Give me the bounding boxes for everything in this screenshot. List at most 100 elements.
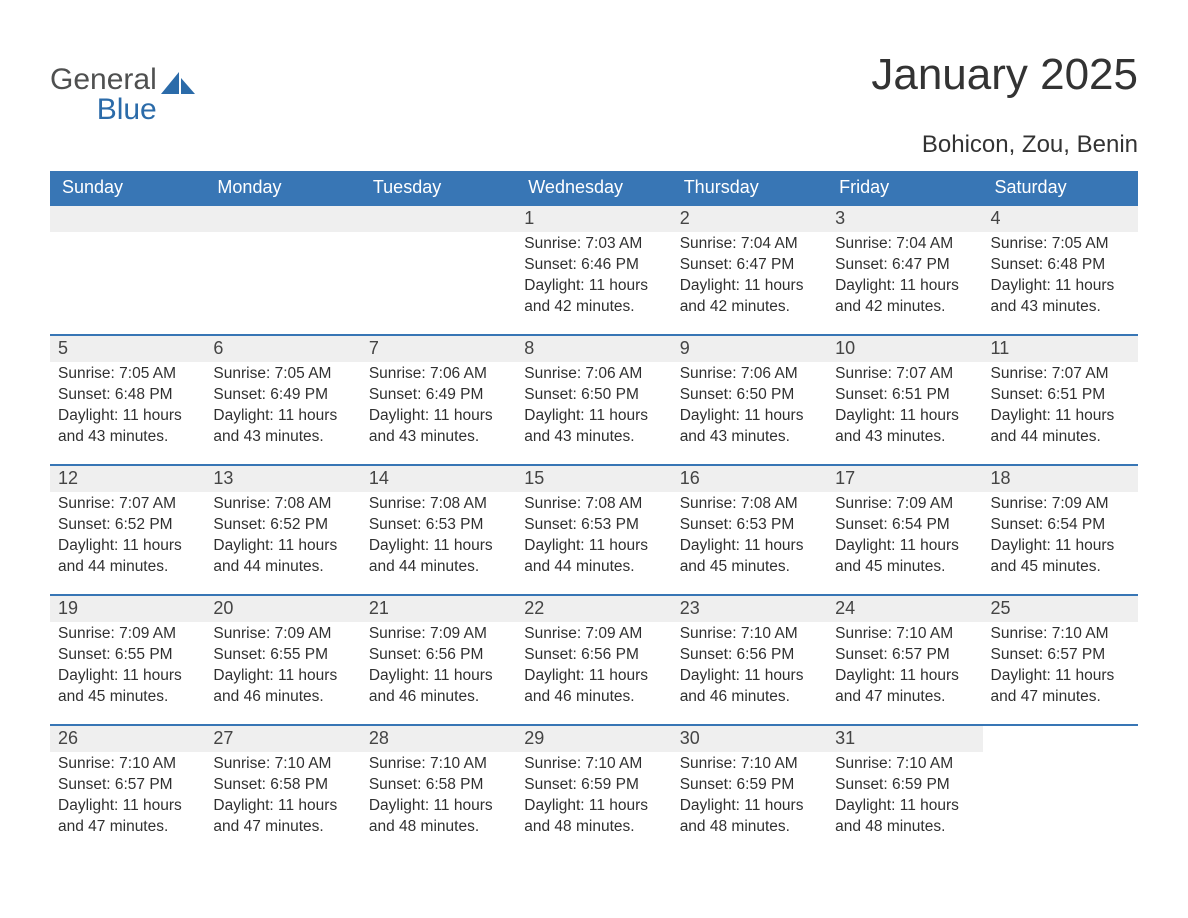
- logo-word-blue: Blue: [97, 95, 157, 125]
- day-number: 7: [361, 336, 516, 362]
- day-number: 10: [827, 336, 982, 362]
- sunrise-line: Sunrise: 7:10 AM: [680, 624, 819, 645]
- dl1-line: Daylight: 11 hours: [991, 406, 1130, 427]
- day-number: 23: [672, 596, 827, 622]
- sunrise-line: Sunrise: 7:05 AM: [213, 364, 352, 385]
- day-number: 25: [983, 596, 1138, 622]
- sunrise-line: Sunrise: 7:09 AM: [835, 494, 974, 515]
- dl2-line: and 46 minutes.: [369, 687, 508, 708]
- dl2-line: and 46 minutes.: [213, 687, 352, 708]
- calendar-cell: 30Sunrise: 7:10 AMSunset: 6:59 PMDayligh…: [672, 725, 827, 854]
- calendar-cell: 26Sunrise: 7:10 AMSunset: 6:57 PMDayligh…: [50, 725, 205, 854]
- calendar-cell: 29Sunrise: 7:10 AMSunset: 6:59 PMDayligh…: [516, 725, 671, 854]
- calendar-cell: 31Sunrise: 7:10 AMSunset: 6:59 PMDayligh…: [827, 725, 982, 854]
- day-number: 13: [205, 466, 360, 492]
- dl2-line: and 48 minutes.: [524, 817, 663, 838]
- day-number: 12: [50, 466, 205, 492]
- day-body: Sunrise: 7:04 AMSunset: 6:47 PMDaylight:…: [672, 232, 827, 326]
- calendar-cell: 12Sunrise: 7:07 AMSunset: 6:52 PMDayligh…: [50, 465, 205, 595]
- sunrise-line: Sunrise: 7:09 AM: [991, 494, 1130, 515]
- col-header: Monday: [205, 171, 360, 206]
- calendar-cell: 28Sunrise: 7:10 AMSunset: 6:58 PMDayligh…: [361, 725, 516, 854]
- sunrise-line: Sunrise: 7:04 AM: [680, 234, 819, 255]
- day-number: 18: [983, 466, 1138, 492]
- calendar-cell: 25Sunrise: 7:10 AMSunset: 6:57 PMDayligh…: [983, 595, 1138, 725]
- day-number: 29: [516, 726, 671, 752]
- sunset-line: Sunset: 6:47 PM: [680, 255, 819, 276]
- sunrise-line: Sunrise: 7:10 AM: [58, 754, 197, 775]
- dl2-line: and 42 minutes.: [835, 297, 974, 318]
- day-body: Sunrise: 7:09 AMSunset: 6:54 PMDaylight:…: [827, 492, 982, 586]
- day-body: Sunrise: 7:09 AMSunset: 6:56 PMDaylight:…: [516, 622, 671, 716]
- day-body: Sunrise: 7:08 AMSunset: 6:52 PMDaylight:…: [205, 492, 360, 586]
- sunrise-line: Sunrise: 7:07 AM: [58, 494, 197, 515]
- day-body: Sunrise: 7:05 AMSunset: 6:48 PMDaylight:…: [983, 232, 1138, 326]
- dl2-line: and 44 minutes.: [524, 557, 663, 578]
- dl2-line: and 43 minutes.: [835, 427, 974, 448]
- sunset-line: Sunset: 6:54 PM: [835, 515, 974, 536]
- col-header: Friday: [827, 171, 982, 206]
- day-body: Sunrise: 7:07 AMSunset: 6:52 PMDaylight:…: [50, 492, 205, 586]
- dl1-line: Daylight: 11 hours: [991, 536, 1130, 557]
- calendar-cell: 13Sunrise: 7:08 AMSunset: 6:52 PMDayligh…: [205, 465, 360, 595]
- dl2-line: and 45 minutes.: [680, 557, 819, 578]
- sunset-line: Sunset: 6:54 PM: [991, 515, 1130, 536]
- dl2-line: and 47 minutes.: [58, 817, 197, 838]
- day-body: Sunrise: 7:10 AMSunset: 6:57 PMDaylight:…: [50, 752, 205, 846]
- sunset-line: Sunset: 6:52 PM: [58, 515, 197, 536]
- day-number: 27: [205, 726, 360, 752]
- sunrise-line: Sunrise: 7:07 AM: [991, 364, 1130, 385]
- dl1-line: Daylight: 11 hours: [680, 276, 819, 297]
- calendar-cell: 18Sunrise: 7:09 AMSunset: 6:54 PMDayligh…: [983, 465, 1138, 595]
- sunset-line: Sunset: 6:58 PM: [213, 775, 352, 796]
- sunrise-line: Sunrise: 7:05 AM: [991, 234, 1130, 255]
- dl1-line: Daylight: 11 hours: [835, 276, 974, 297]
- sunset-line: Sunset: 6:57 PM: [835, 645, 974, 666]
- dl1-line: Daylight: 11 hours: [213, 536, 352, 557]
- day-body: Sunrise: 7:06 AMSunset: 6:49 PMDaylight:…: [361, 362, 516, 456]
- sunset-line: Sunset: 6:51 PM: [835, 385, 974, 406]
- calendar-cell: [983, 725, 1138, 854]
- calendar-cell: 17Sunrise: 7:09 AMSunset: 6:54 PMDayligh…: [827, 465, 982, 595]
- day-number: 5: [50, 336, 205, 362]
- calendar-cell: 21Sunrise: 7:09 AMSunset: 6:56 PMDayligh…: [361, 595, 516, 725]
- day-body: Sunrise: 7:09 AMSunset: 6:55 PMDaylight:…: [205, 622, 360, 716]
- calendar-cell: 2Sunrise: 7:04 AMSunset: 6:47 PMDaylight…: [672, 206, 827, 335]
- sunrise-line: Sunrise: 7:08 AM: [369, 494, 508, 515]
- col-header: Sunday: [50, 171, 205, 206]
- day-number: 21: [361, 596, 516, 622]
- calendar-page: General Blue January 2025 Bohicon, Zou, …: [0, 0, 1188, 884]
- sunset-line: Sunset: 6:56 PM: [369, 645, 508, 666]
- dl1-line: Daylight: 11 hours: [835, 796, 974, 817]
- dl2-line: and 45 minutes.: [58, 687, 197, 708]
- dl1-line: Daylight: 11 hours: [524, 796, 663, 817]
- day-body: Sunrise: 7:10 AMSunset: 6:57 PMDaylight:…: [983, 622, 1138, 716]
- day-body: Sunrise: 7:07 AMSunset: 6:51 PMDaylight:…: [827, 362, 982, 456]
- sunset-line: Sunset: 6:49 PM: [213, 385, 352, 406]
- day-number: 24: [827, 596, 982, 622]
- day-number: 31: [827, 726, 982, 752]
- sunrise-line: Sunrise: 7:08 AM: [213, 494, 352, 515]
- day-body: Sunrise: 7:09 AMSunset: 6:55 PMDaylight:…: [50, 622, 205, 716]
- day-number: 16: [672, 466, 827, 492]
- dl2-line: and 44 minutes.: [369, 557, 508, 578]
- col-header: Wednesday: [516, 171, 671, 206]
- day-number: [50, 206, 205, 232]
- dl1-line: Daylight: 11 hours: [524, 406, 663, 427]
- sunrise-line: Sunrise: 7:10 AM: [835, 624, 974, 645]
- calendar-row: 12Sunrise: 7:07 AMSunset: 6:52 PMDayligh…: [50, 465, 1138, 595]
- sunset-line: Sunset: 6:46 PM: [524, 255, 663, 276]
- sunrise-line: Sunrise: 7:03 AM: [524, 234, 663, 255]
- sunset-line: Sunset: 6:51 PM: [991, 385, 1130, 406]
- dl2-line: and 43 minutes.: [58, 427, 197, 448]
- calendar-row: 5Sunrise: 7:05 AMSunset: 6:48 PMDaylight…: [50, 335, 1138, 465]
- day-body: Sunrise: 7:07 AMSunset: 6:51 PMDaylight:…: [983, 362, 1138, 456]
- calendar-cell: 15Sunrise: 7:08 AMSunset: 6:53 PMDayligh…: [516, 465, 671, 595]
- sunset-line: Sunset: 6:57 PM: [58, 775, 197, 796]
- day-number: 1: [516, 206, 671, 232]
- col-header: Tuesday: [361, 171, 516, 206]
- dl2-line: and 42 minutes.: [524, 297, 663, 318]
- day-number: 19: [50, 596, 205, 622]
- calendar-row: 26Sunrise: 7:10 AMSunset: 6:57 PMDayligh…: [50, 725, 1138, 854]
- calendar-row: 19Sunrise: 7:09 AMSunset: 6:55 PMDayligh…: [50, 595, 1138, 725]
